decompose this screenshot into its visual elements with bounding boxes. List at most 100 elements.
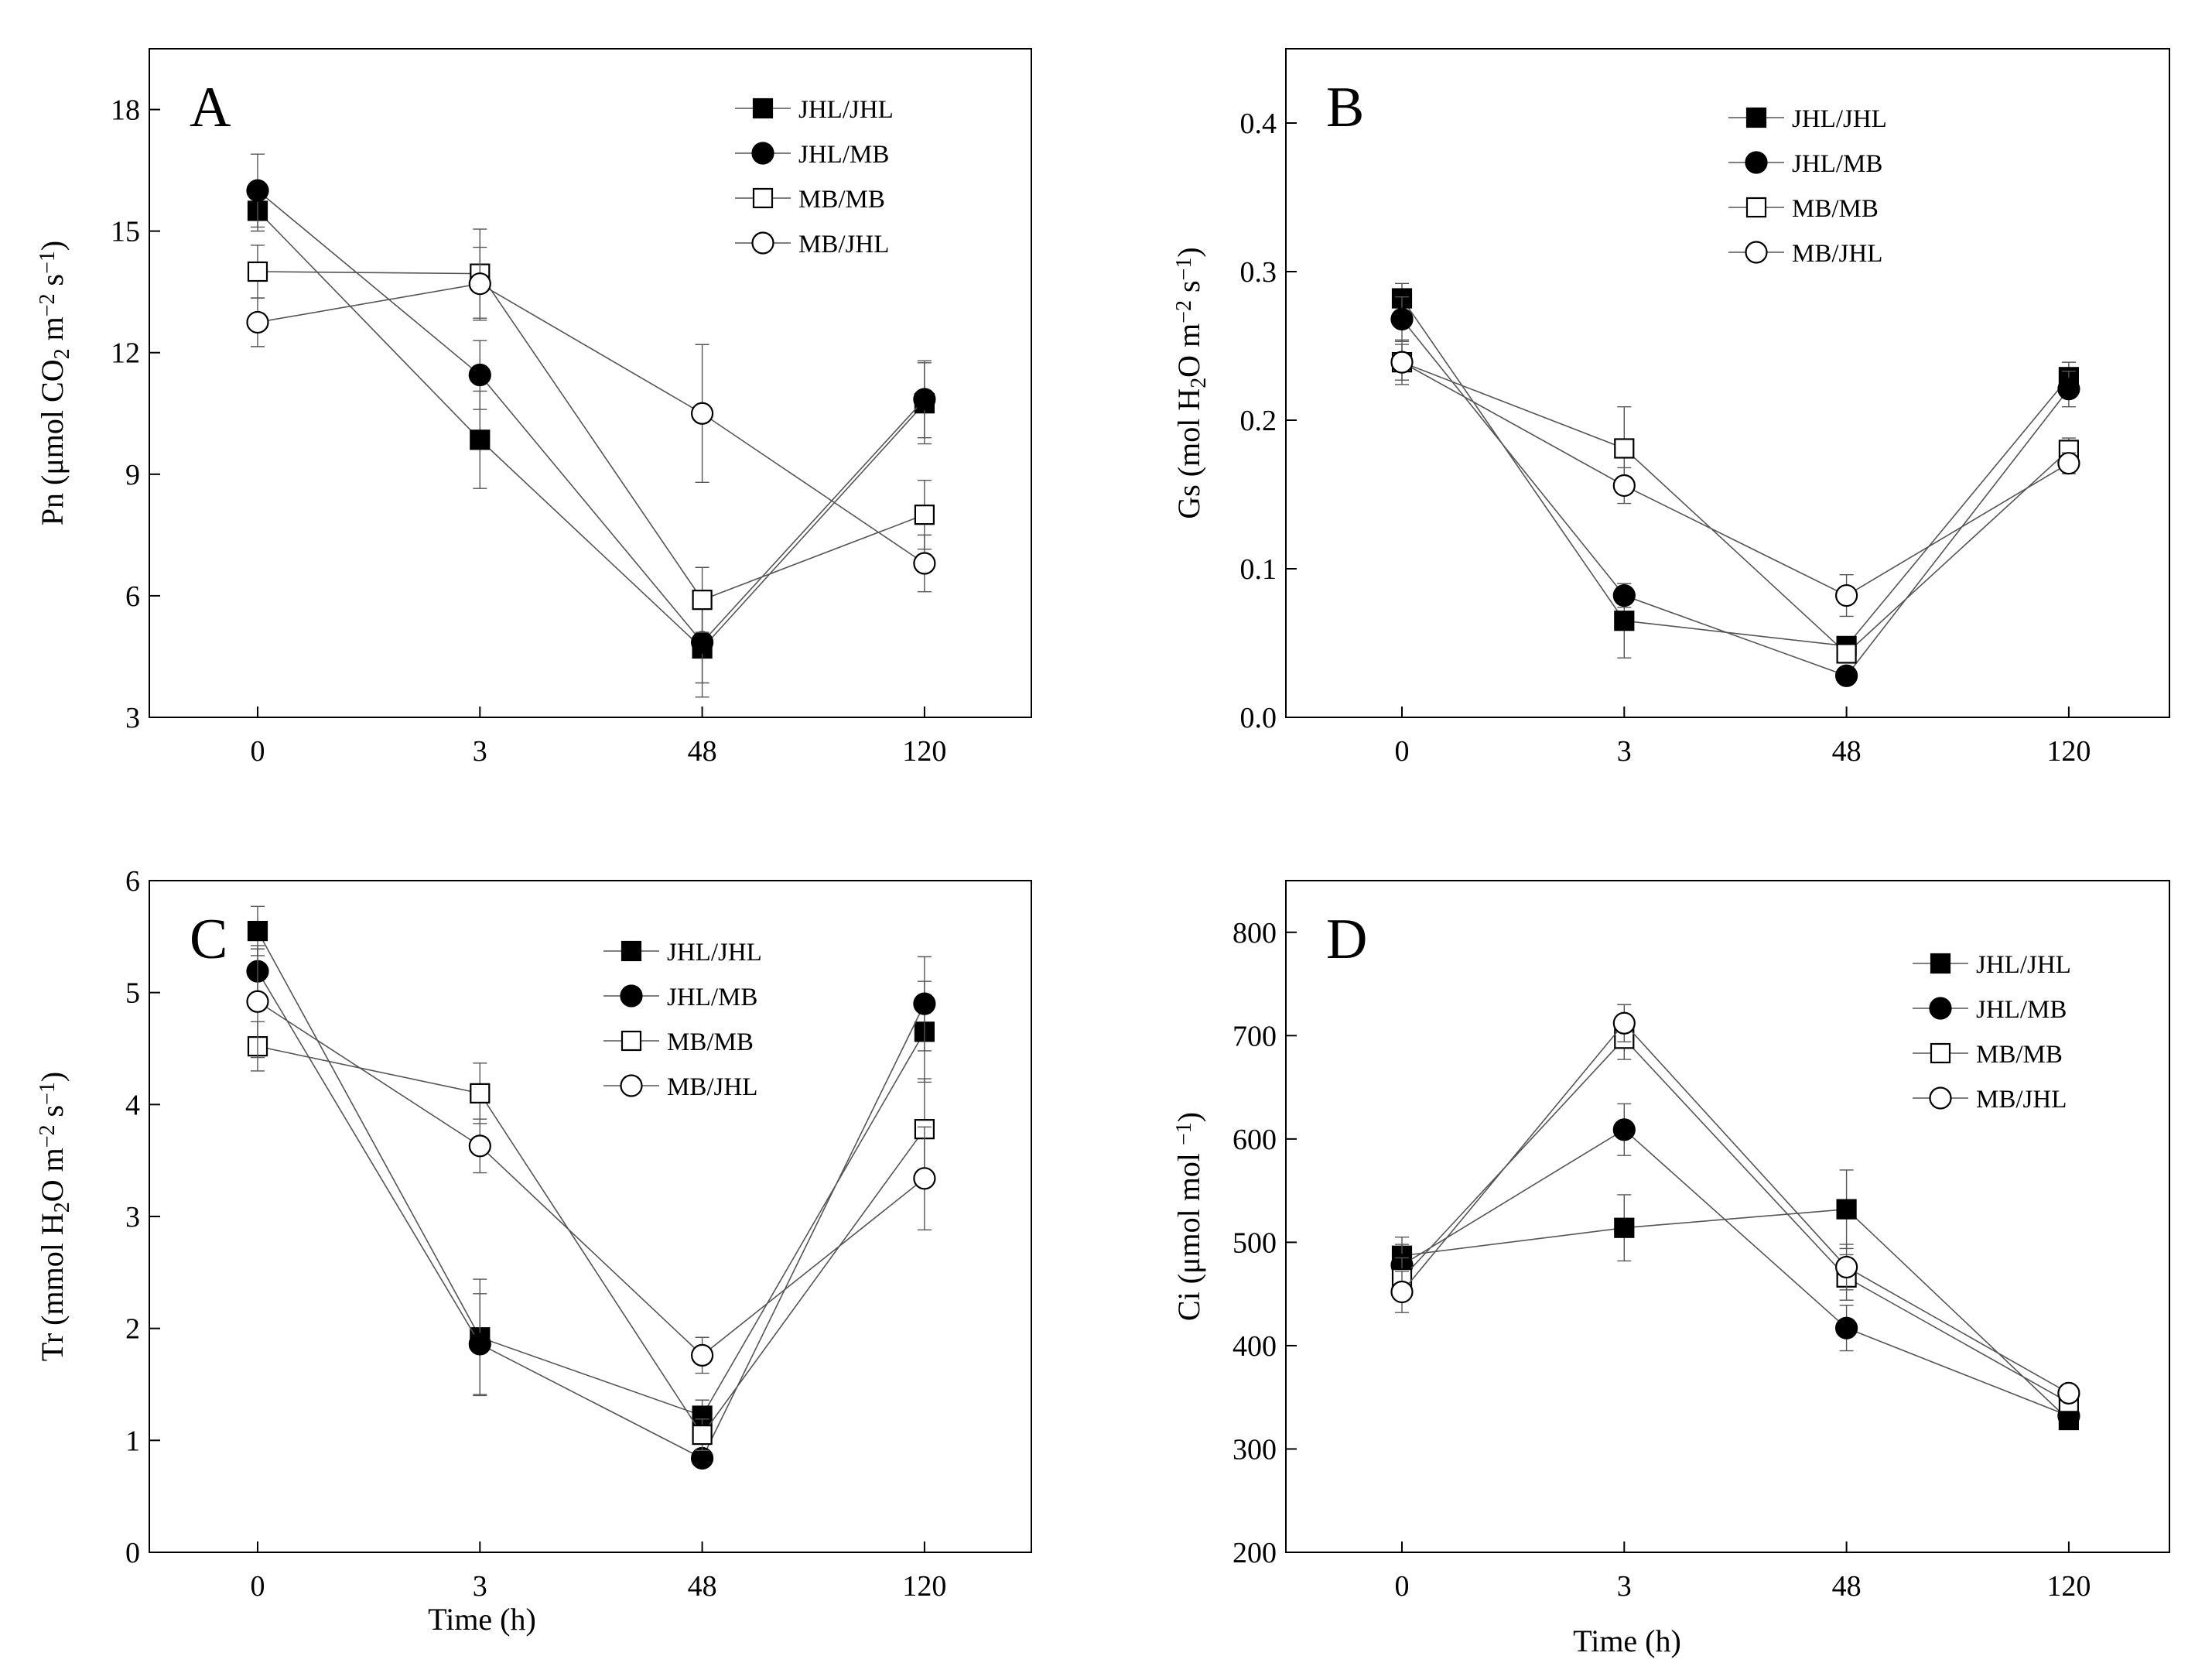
y-tick-label: 0.4 [1240, 108, 1277, 140]
data-point [246, 310, 269, 334]
data-point [1836, 643, 1857, 664]
y-tick-label: 1 [125, 1425, 140, 1457]
legend: JHL/JHL JHL/MB MB/MB MB/JHL [735, 96, 894, 258]
y-tick-label: 6 [125, 865, 140, 898]
data-point [470, 1083, 491, 1103]
series-jhl-jhl [247, 905, 935, 1432]
series-line [1401, 1038, 2070, 1404]
y-axis-label-part: −1 [36, 251, 60, 274]
y-tick-label: 18 [111, 94, 140, 127]
x-axis-label: Time (h) [1573, 1624, 1681, 1658]
data-point [247, 261, 268, 282]
chart-panel-a: 3 6 9 12 15 18 0 3 48 120 A Pn (μmol CO2 m−2 s−1) JH… [35, 48, 1032, 768]
series-line [1401, 361, 2070, 655]
series-mb-jhl [246, 945, 936, 1374]
x-tick-label: 3 [1617, 1570, 1632, 1603]
data-point [1614, 1217, 1635, 1238]
data-point [1835, 583, 1858, 607]
y-axis-label-part: 2 [1187, 378, 1211, 388]
y-axis-label-part: Tr (mmol H [35, 1213, 70, 1361]
series-line [1401, 1022, 2070, 1394]
series-line [257, 930, 925, 1417]
y-axis-label-part: −1 [36, 1082, 60, 1105]
series-line [257, 1001, 925, 1357]
data-point [246, 990, 269, 1013]
y-axis-label-part: Gs (mol H [1171, 388, 1206, 519]
y-axis-label: Tr (mmol H2O m−2 s−1) [35, 1072, 74, 1361]
data-point [1612, 1011, 1636, 1035]
series-line [1401, 361, 2070, 597]
plot-frame [1285, 880, 2170, 1553]
y-tick-label: 15 [111, 216, 140, 248]
y-axis-label: Ci (μmol mol −1) [1171, 1112, 1206, 1321]
y-axis-label-part: −1 [1172, 1122, 1196, 1145]
legend-marker [621, 940, 642, 962]
data-point [1614, 438, 1635, 459]
legend-label: JHL/JHL [667, 939, 762, 967]
data-point [468, 1134, 491, 1158]
data-point [1390, 351, 1414, 374]
series-jhl-mb [246, 948, 936, 1470]
x-tick-label: 120 [902, 735, 946, 768]
y-axis-label-part: 2 [50, 348, 74, 359]
x-axis-label: Time (h) [428, 1602, 536, 1637]
y-tick-label: 500 [1232, 1227, 1277, 1259]
legend-label: MB/MB [667, 1028, 754, 1056]
legend-marker [1930, 953, 1951, 974]
y-axis-label-part: −2 [36, 293, 60, 316]
legend-label: JHL/MB [798, 141, 889, 169]
data-point [247, 920, 268, 942]
plot-frame [149, 48, 1032, 718]
chart-panel-d: 200 300 400 500 600 700 800 0 3 48 120 D Ci (μmol mo… [1171, 880, 2170, 1658]
series-mb-mb [1391, 344, 2079, 664]
series-line [257, 970, 925, 1459]
y-tick-label: 200 [1232, 1537, 1277, 1569]
legend-label: MB/MB [798, 186, 885, 214]
series-line [257, 1045, 925, 1436]
data-point [913, 1167, 936, 1190]
y-tick-label: 6 [125, 580, 140, 613]
legend-marker [1930, 1042, 1951, 1064]
y-axis-label-part: −1 [1172, 258, 1196, 281]
y-tick-label: 5 [125, 977, 140, 1010]
data-point [690, 402, 714, 425]
legend-label: MB/JHL [798, 231, 889, 258]
x-tick-label: 3 [473, 735, 487, 768]
legend: JHL/JHL JHL/MB MB/MB MB/JHL [603, 939, 762, 1101]
y-axis-label-part: −2 [36, 1125, 60, 1148]
y-axis-label-part: Ci (μmol mol [1171, 1145, 1206, 1321]
x-tick-label: 120 [902, 1570, 946, 1603]
y-tick-label: 4 [125, 1089, 140, 1121]
y-axis-label: Gs (mol H2O m−2 s−1) [1171, 247, 1211, 518]
data-point [690, 1343, 714, 1367]
series-jhl-jhl [1391, 1169, 2079, 1431]
y-axis-label-part: s [1171, 280, 1206, 300]
legend-label: JHL/MB [1792, 150, 1882, 178]
panel-letter: C [190, 908, 227, 971]
y-axis-label-part: s [35, 274, 70, 294]
legend-label: MB/MB [1792, 195, 1879, 223]
legend-label: MB/JHL [667, 1073, 757, 1101]
x-tick-label: 48 [1832, 1570, 1862, 1603]
y-tick-label: 2 [125, 1313, 140, 1346]
x-tick-label: 48 [688, 735, 717, 768]
data-point [690, 631, 714, 654]
series-mb-jhl [1390, 1004, 2080, 1405]
data-point [470, 429, 491, 450]
x-tick-label: 0 [251, 1570, 265, 1603]
y-tick-label: 9 [125, 459, 140, 491]
data-point [1835, 1316, 1858, 1340]
data-point [913, 388, 936, 411]
y-tick-label: 800 [1232, 917, 1277, 949]
legend-marker [620, 1074, 643, 1097]
y-axis-label-part: ) [1171, 247, 1206, 257]
series-jhl-mb [246, 153, 936, 684]
series-line [1401, 318, 2070, 677]
legend-label: JHL/MB [1976, 996, 2067, 1024]
y-tick-label: 3 [125, 702, 140, 734]
panel-letter: D [1326, 908, 1367, 971]
series-line [257, 271, 925, 601]
series-mb-jhl [246, 246, 936, 593]
series-mb-mb [247, 1021, 935, 1452]
